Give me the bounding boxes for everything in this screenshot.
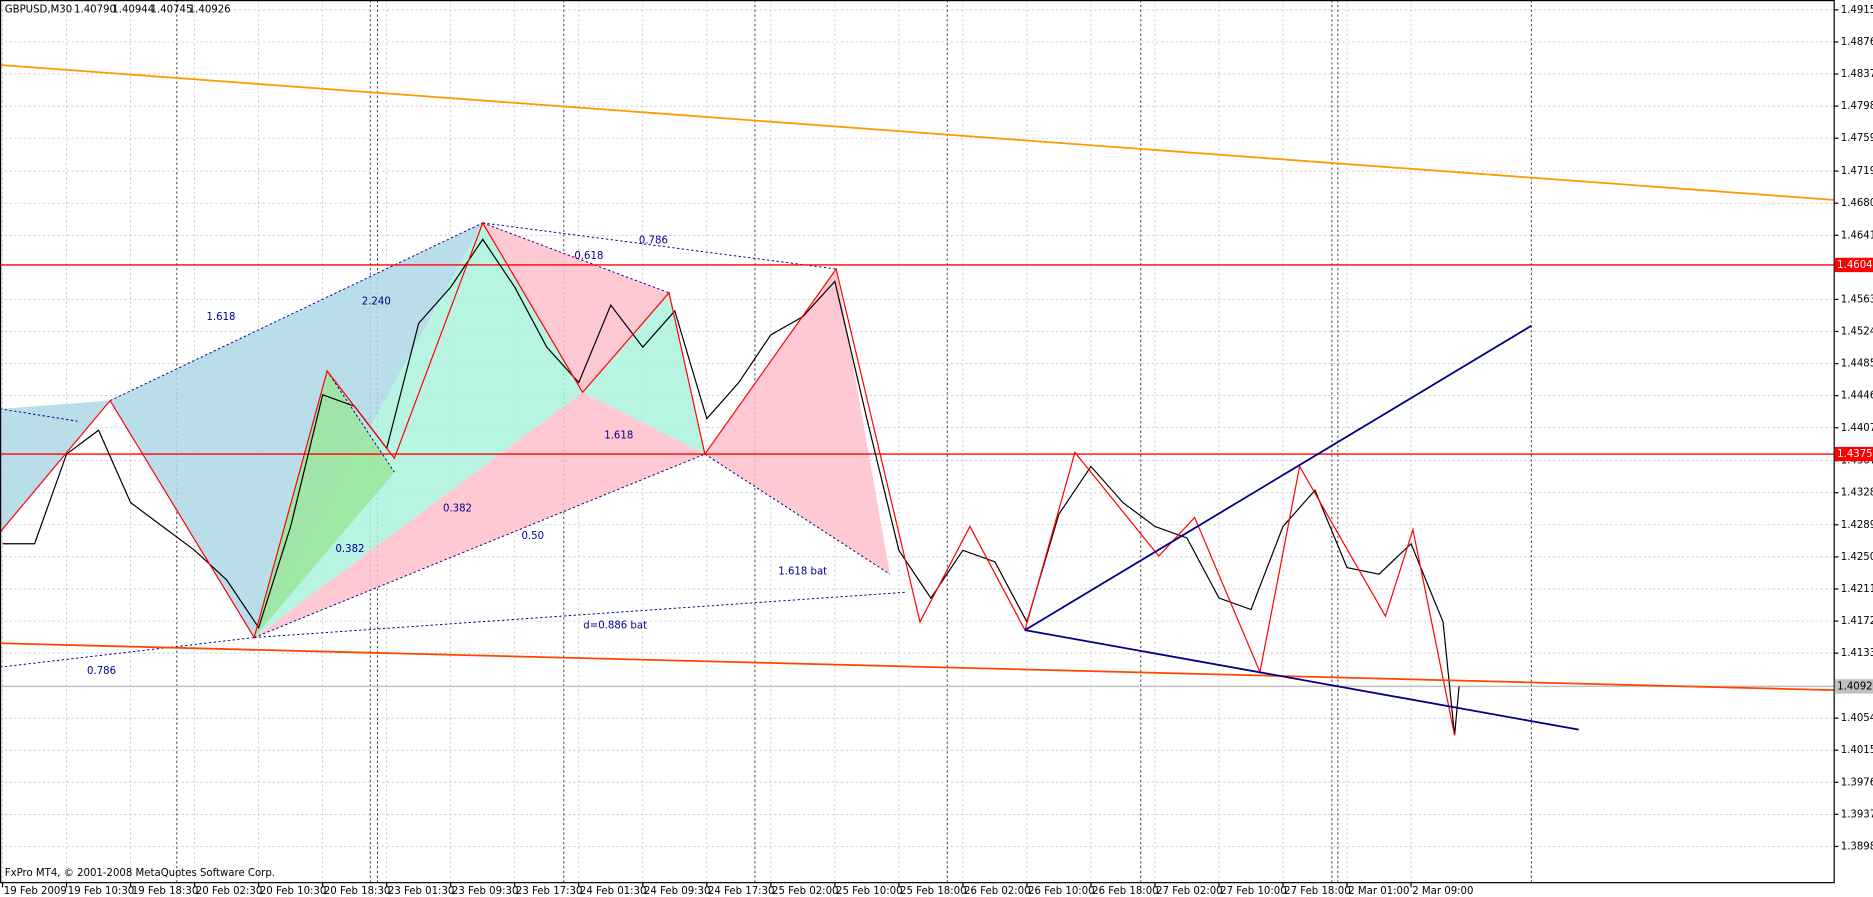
axes: 1.49150 1.48760 1.48370 1.47980 1.47590 1.471…: [1, 5, 1873, 897]
price-label: 1.40926: [1837, 681, 1873, 692]
pattern-ratio: 0.382: [335, 544, 364, 555]
y-tick-label: 1.42110: [1841, 584, 1873, 595]
ratio-line: [326, 370, 395, 473]
y-tick-label: 1.46410: [1841, 230, 1873, 241]
x-tick-label: 25 Feb 10:00: [836, 886, 902, 897]
trendline: [1024, 629, 1579, 731]
pattern-ratio: 1.618: [206, 312, 235, 323]
y-tick-label: 1.45240: [1841, 327, 1873, 338]
trendline: [1024, 324, 1532, 631]
quote-close: 1.40926: [189, 5, 231, 16]
x-tick-label: 23 Feb 01:30: [388, 886, 454, 897]
plot: 1.618 2.240 0.618 0.786 1.618 0.382 0.382 0.50 1…: [0, 64, 1834, 736]
y-tick-label: 1.49150: [1841, 5, 1873, 16]
y-tick-label: 1.47980: [1841, 101, 1873, 112]
y-tick-label: 1.42500: [1841, 552, 1873, 563]
price-label: 1.43750: [1837, 449, 1873, 460]
y-tick-label: 1.47190: [1841, 166, 1873, 177]
x-tick-label: 24 Feb 09:30: [644, 886, 710, 897]
x-tick-label: 2 Mar 01:00: [1348, 886, 1409, 897]
x-tick-label: 27 Feb 02:00: [1156, 886, 1222, 897]
pattern-ratio: 0.50: [521, 531, 544, 542]
y-tick-label: 1.48370: [1841, 69, 1873, 80]
x-tick-label: 20 Feb 10:30: [260, 886, 326, 897]
x-tick-label: 23 Feb 09:30: [452, 886, 518, 897]
price-label-box: [1834, 257, 1873, 273]
harmonic-pattern: [110, 222, 483, 638]
y-tick-label: 1.46800: [1841, 198, 1873, 209]
x-tick-label: 24 Feb 17:30: [708, 886, 774, 897]
ratio-line: [109, 222, 483, 402]
harmonic-pattern: [582, 292, 705, 455]
pattern-ratio: d=0.886 bat: [583, 621, 647, 632]
y-tick-label: 1.44850: [1841, 359, 1873, 370]
ratio-line: [254, 591, 906, 638]
x-tick-label: 27 Feb 10:00: [1220, 886, 1286, 897]
harmonic-pattern: [704, 268, 890, 575]
price-label: 1.46049: [1837, 260, 1873, 271]
x-tick-label: 2 Mar 09:00: [1412, 886, 1473, 897]
y-tick-label: 1.41330: [1841, 648, 1873, 659]
y-tick-label: 1.42890: [1841, 520, 1873, 531]
x-tick-label: 26 Feb 18:00: [1092, 886, 1158, 897]
price-label-box: [1834, 446, 1873, 462]
quote-low: 1.40745: [151, 5, 193, 16]
pattern-ratio: 1.618: [604, 430, 633, 441]
x-tick-label: 26 Feb 10:00: [1028, 886, 1094, 897]
y-tick-label: 1.47590: [1841, 133, 1873, 144]
x-tick-label: 25 Feb 02:00: [772, 886, 838, 897]
x-tick-label: 25 Feb 18:00: [900, 886, 966, 897]
price-label-box: [1834, 679, 1873, 694]
plot-frame: [0, 0, 1835, 884]
y-tick-label: 1.39370: [1841, 809, 1873, 820]
pattern-ratio: 0.786: [87, 666, 116, 677]
x-tick-label: 19 Feb 18:30: [132, 886, 198, 897]
y-tick-label: 1.40540: [1841, 713, 1873, 724]
x-tick-label: 20 Feb 18:30: [324, 886, 390, 897]
x-tick-label: 19 Feb 2009: [4, 886, 67, 897]
price-line: [2, 238, 1460, 736]
quote-open: 1.40790: [74, 5, 116, 16]
y-tick-label: 1.41720: [1841, 616, 1873, 627]
x-tick-label: 20 Feb 02:30: [196, 886, 262, 897]
pattern-ratio: 1.618 bat: [778, 567, 827, 578]
ratio-line: [704, 453, 891, 575]
y-tick-label: 1.38980: [1841, 841, 1873, 852]
y-tick-label: 1.48760: [1841, 37, 1873, 48]
chart-title: GBPUSD,M30: [5, 5, 72, 16]
y-tick-label: 1.43280: [1841, 488, 1873, 499]
x-tick-label: 24 Feb 01:30: [580, 886, 646, 897]
x-tick-label: 27 Feb 18:00: [1284, 886, 1350, 897]
footer: FxPro MT4, © 2001-2008 MetaQuotes Softwa…: [5, 868, 275, 879]
harmonic-pattern: [254, 370, 395, 638]
ratio-line: [482, 222, 837, 270]
pattern-ratio: 0.382: [443, 503, 472, 514]
x-tick-label: 26 Feb 02:00: [964, 886, 1030, 897]
zigzag: [0, 221, 1456, 736]
trendline: [0, 64, 1834, 201]
quote-high: 1.40944: [112, 5, 154, 16]
x-tick-label: 19 Feb 10:30: [68, 886, 134, 897]
y-tick-label: 1.45630: [1841, 294, 1873, 305]
x-tick-label: 23 Feb 17:30: [516, 886, 582, 897]
y-tick-label: 1.44070: [1841, 423, 1873, 434]
pattern-ratio: 2.240: [362, 296, 391, 307]
y-tick-label: 1.39760: [1841, 777, 1873, 788]
y-tick-label: 1.44460: [1841, 391, 1873, 402]
ratio-line: [0, 408, 78, 422]
pattern-ratio: 0.786: [639, 235, 668, 246]
y-tick-label: 1.40150: [1841, 745, 1873, 756]
pattern-ratio: 0.618: [574, 251, 603, 262]
trendline: [0, 642, 1834, 692]
